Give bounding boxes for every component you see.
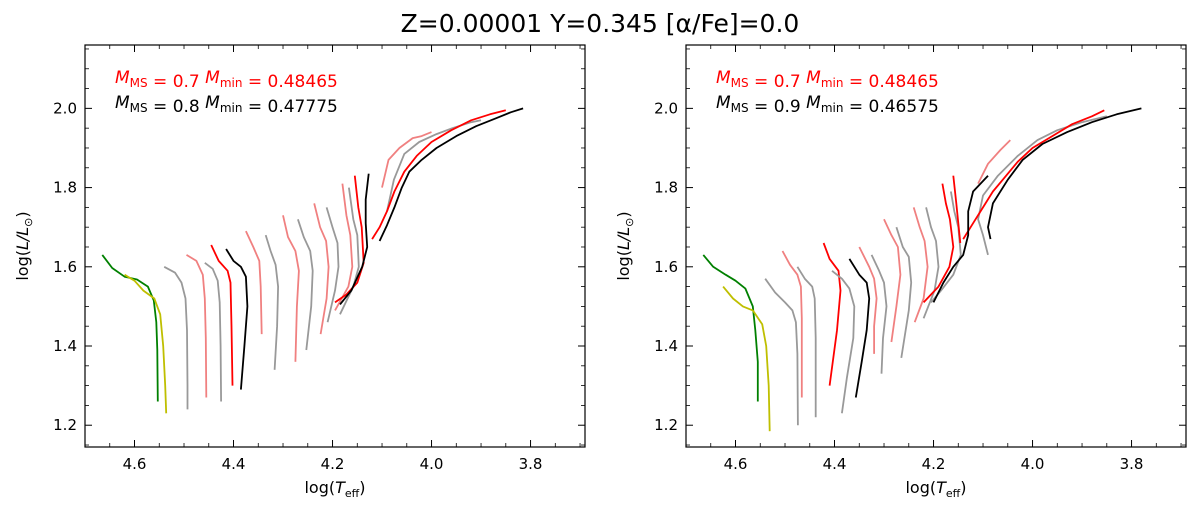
x-tick-label: 4.0 xyxy=(420,455,444,473)
x-tick-label: 4.2 xyxy=(321,455,345,473)
series-line-14 xyxy=(922,207,940,319)
series-line-17 xyxy=(339,173,370,305)
figure-title: Z=0.00001 Y=0.345 [α/Fe]=0.0 xyxy=(401,9,800,38)
series-line-11 xyxy=(297,219,314,351)
series-line-5 xyxy=(204,262,222,402)
series-line-6 xyxy=(210,244,234,386)
series-line-6 xyxy=(822,242,842,386)
x-tick-label: 4.6 xyxy=(724,455,748,473)
x-tick-label: 4.2 xyxy=(922,455,946,473)
series-line-3 xyxy=(163,266,189,410)
series-line-13 xyxy=(912,207,929,323)
series-line-20 xyxy=(371,109,507,240)
series-line-9 xyxy=(858,246,878,354)
series-line-18 xyxy=(977,139,1011,185)
y-tick-label: 2.0 xyxy=(53,99,77,117)
x-tick-label: 4.0 xyxy=(1021,455,1045,473)
series-line-3 xyxy=(764,278,799,426)
x-tick-label: 4.4 xyxy=(823,455,847,473)
series-line-19 xyxy=(386,119,482,212)
y-tick-label: 1.6 xyxy=(53,258,77,276)
series-line-22 xyxy=(987,107,1142,240)
series-line-2 xyxy=(124,273,168,414)
series-line-2 xyxy=(722,286,771,432)
x-axis-label: log(Teff) xyxy=(905,478,966,500)
x-tick-label: 3.8 xyxy=(1120,455,1144,473)
y-tick-label: 1.4 xyxy=(654,337,678,355)
plot-frame xyxy=(84,44,586,448)
x-tick-label: 4.4 xyxy=(222,455,246,473)
series-line-10 xyxy=(870,254,888,374)
y-tick-label: 1.2 xyxy=(654,416,678,434)
series-line-20 xyxy=(962,109,1105,240)
series-line-17 xyxy=(952,175,962,244)
y-tick-label: 1.4 xyxy=(53,337,77,355)
x-tick-label: 4.6 xyxy=(123,455,147,473)
y-tick-label: 1.8 xyxy=(53,179,77,197)
y-tick-label: 1.2 xyxy=(53,416,77,434)
series-line-11 xyxy=(883,218,902,343)
series-line-18 xyxy=(381,131,432,188)
y-tick-label: 2.0 xyxy=(654,99,678,117)
chart-panel-left: 4.6 4.4 4.2 4.0 3.8 1.2 1.4 1.6 1.8 2.0 log(Teff) l… xyxy=(13,44,586,500)
y-axis-label: log(L/L⊙) xyxy=(614,211,636,280)
series-line-1 xyxy=(101,254,159,402)
series-line-12 xyxy=(895,226,913,359)
x-tick-label: 3.8 xyxy=(519,455,543,473)
chart-panel-right: 4.6 4.4 4.2 4.0 3.8 1.2 1.4 1.6 1.8 2.0 log(Teff) l… xyxy=(614,44,1187,500)
plot-frame xyxy=(685,44,1187,448)
series-line-21 xyxy=(932,175,989,303)
series-line-7 xyxy=(831,270,856,414)
series-line-12 xyxy=(313,203,330,335)
series-line-5 xyxy=(796,266,817,418)
legend-annotation-1: MMS = 0.7 Mmin = 0.48465 xyxy=(115,68,338,92)
tick-marks xyxy=(685,45,1186,447)
series-line-15 xyxy=(922,183,955,304)
series-line-1 xyxy=(702,254,759,402)
series-line-4 xyxy=(186,254,208,398)
series-lines xyxy=(702,107,1142,432)
series-line-7 xyxy=(225,248,249,390)
legend-annotation-1: MMS = 0.7 Mmin = 0.48465 xyxy=(716,68,939,92)
y-tick-label: 1.6 xyxy=(654,258,678,276)
y-axis-label: log(L/L⊙) xyxy=(13,211,35,280)
y-tick-label: 1.8 xyxy=(654,179,678,197)
x-axis-label: log(Teff) xyxy=(304,478,365,500)
legend-annotation-2: MMS = 0.9 Mmin = 0.46575 xyxy=(716,93,939,117)
series-line-4 xyxy=(781,250,803,398)
series-lines xyxy=(101,107,524,414)
series-line-16 xyxy=(930,191,962,303)
series-line-21 xyxy=(378,107,524,242)
series-line-14 xyxy=(334,183,354,311)
series-line-13 xyxy=(325,207,340,323)
tick-marks xyxy=(84,45,585,447)
legend-annotation-2: MMS = 0.8 Mmin = 0.47775 xyxy=(115,93,338,117)
series-line-10 xyxy=(282,215,300,362)
series-line-9 xyxy=(264,234,279,370)
series-line-8 xyxy=(848,258,871,398)
series-line-8 xyxy=(245,230,263,335)
